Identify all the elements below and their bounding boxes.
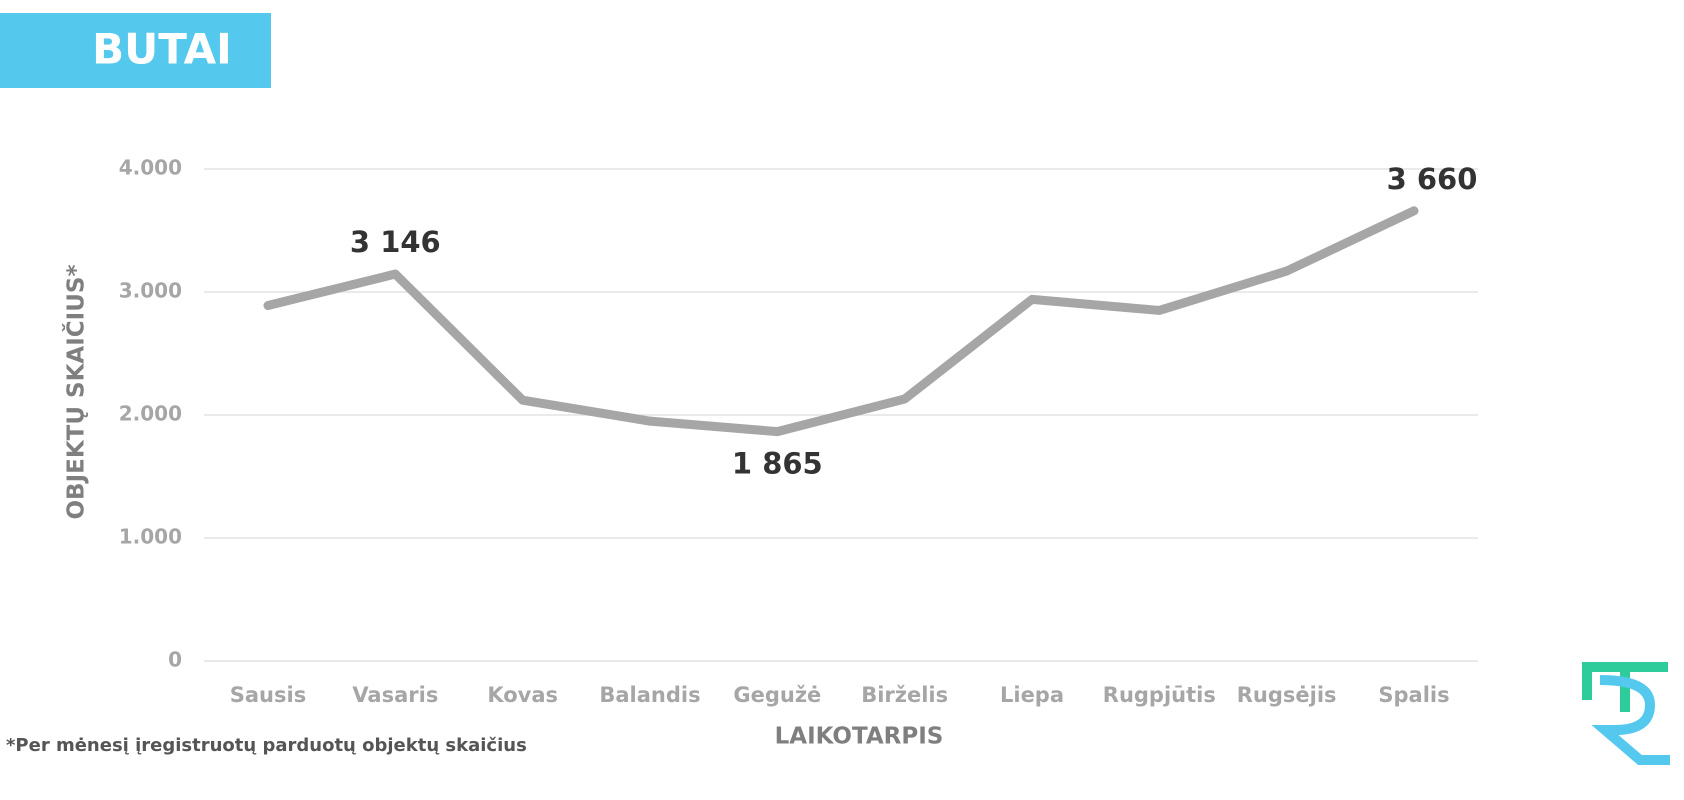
- data-label: 3 660: [1387, 162, 1478, 196]
- y-tick-label: 1.000: [119, 525, 182, 549]
- x-tick-label: Balandis: [599, 683, 700, 707]
- y-tick-label: 4.000: [119, 156, 182, 180]
- x-tick-label: Kovas: [487, 683, 558, 707]
- x-tick-label: Birželis: [861, 683, 948, 707]
- x-tick-label: Liepa: [1000, 683, 1064, 707]
- footnote: *Per mėnesį įregistruotų parduotų objekt…: [6, 735, 527, 756]
- logo: [1582, 662, 1670, 765]
- data-label: 3 146: [350, 225, 441, 259]
- y-tick-label: 0: [168, 648, 182, 672]
- x-tick-label: Rugpjūtis: [1103, 683, 1216, 707]
- x-tick-label: Vasaris: [352, 683, 438, 707]
- x-tick-label: Rugsėjis: [1237, 683, 1337, 707]
- x-axis-title: LAIKOTARPIS: [775, 724, 944, 750]
- title-banner: [0, 13, 271, 88]
- chart-title: BUTAI: [92, 25, 232, 74]
- data-label: 1 865: [732, 447, 823, 481]
- y-tick-label: 2.000: [119, 402, 182, 426]
- line: [263, 206, 1419, 437]
- x-tick-label: Sausis: [230, 683, 306, 707]
- y-axis-title: OBJEKTŲ SKAIČIUS*: [62, 265, 90, 520]
- x-tick-label: Spalis: [1378, 683, 1449, 707]
- y-tick-label: 3.000: [119, 279, 182, 303]
- x-tick-label: Gegužė: [733, 683, 821, 707]
